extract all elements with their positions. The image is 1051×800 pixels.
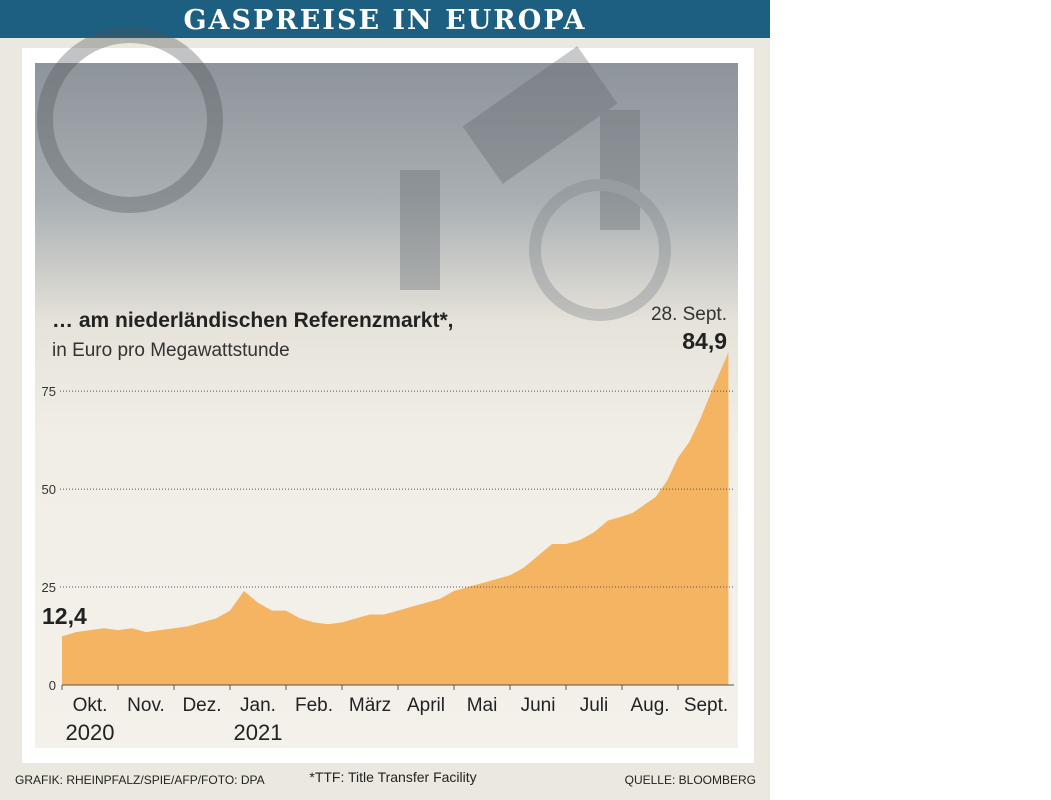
x-tick-label: Juli bbox=[580, 695, 609, 716]
x-tick-label: Aug. bbox=[630, 695, 669, 716]
x-tick-label: Sept. bbox=[684, 695, 728, 716]
value-label: 84,9 bbox=[682, 328, 727, 354]
x-tick-label: Feb. bbox=[295, 695, 333, 716]
y-tick-label: 25 bbox=[42, 580, 56, 595]
x-tick-label: Jan. bbox=[240, 695, 276, 716]
x-tick-label: Juni bbox=[521, 695, 556, 716]
chart-title: … am niederländischen Referenzmarkt*, bbox=[52, 309, 453, 332]
x-tick-label: Mai bbox=[467, 695, 498, 716]
x-tick-label: April bbox=[407, 695, 445, 716]
footnote: *TTF: Title Transfer Facility bbox=[309, 769, 476, 785]
source: QUELLE: BLOOMBERG bbox=[625, 773, 756, 787]
header-bar bbox=[0, 0, 770, 38]
annotation: 28. Sept. bbox=[651, 304, 727, 325]
x-tick-label: Nov. bbox=[127, 695, 165, 716]
y-tick-label: 0 bbox=[49, 678, 56, 693]
header: GASPREISE IN EUROPA bbox=[183, 5, 586, 36]
x-tick-label: Dez. bbox=[182, 695, 221, 716]
area bbox=[62, 352, 729, 685]
value-label: 12,4 bbox=[42, 603, 87, 629]
x-tick-label: März bbox=[349, 695, 391, 716]
year-label: 2021 bbox=[234, 720, 283, 745]
y-tick-label: 50 bbox=[42, 482, 56, 497]
x-tick-label: Okt. bbox=[73, 695, 108, 716]
y-tick-label: 75 bbox=[42, 384, 56, 399]
chart-subtitle: in Euro pro Megawattstunde bbox=[52, 340, 290, 361]
credit: GRAFIK: RHEINPFALZ/SPIE/AFP/FOTO: DPA bbox=[15, 773, 265, 787]
year-label: 2020 bbox=[66, 720, 115, 745]
photo-shapes bbox=[37, 27, 671, 321]
